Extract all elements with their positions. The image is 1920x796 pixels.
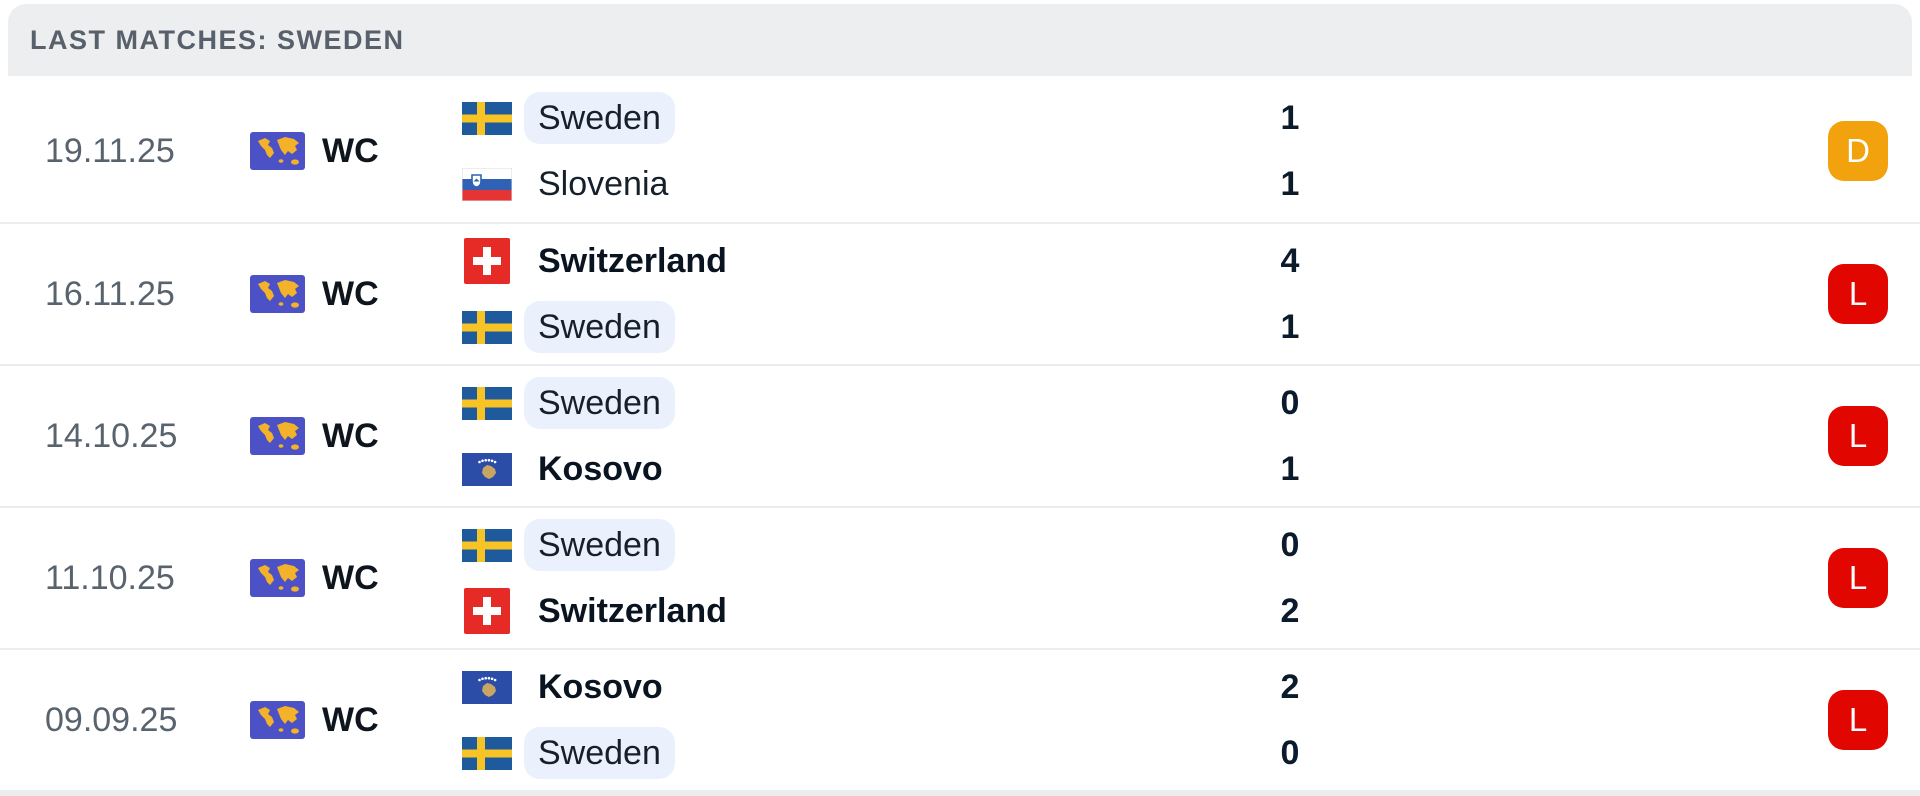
result-badge: L: [1828, 264, 1888, 324]
home-team-name: Sweden: [524, 377, 675, 429]
teams-and-scores: Switzerland 4 Sweden 1: [462, 224, 1828, 364]
competition-label: WC: [322, 558, 379, 597]
match-date: 14.10.25: [45, 416, 178, 455]
away-team-name: Kosovo: [538, 450, 663, 488]
match-row[interactable]: 14.10.25 WC Sweden 0 Kosovo 1 L: [0, 364, 1920, 506]
home-team: Sweden: [462, 377, 1262, 429]
away-team-name: Sweden: [524, 301, 675, 353]
sweden-flag-icon: [462, 386, 512, 420]
result-badge: L: [1828, 406, 1888, 466]
world-map-icon: [250, 559, 305, 597]
home-score: 2: [1280, 667, 1300, 706]
home-team: Sweden: [462, 92, 1262, 144]
competition-label: WC: [322, 700, 379, 739]
last-matches-card: LAST MATCHES: SWEDEN 19.11.25 WC Sweden …: [0, 4, 1920, 796]
match-row[interactable]: 16.11.25 WC Switzerland 4 Sweden 1 L: [0, 222, 1920, 364]
home-team: Kosovo: [462, 661, 1262, 713]
home-team: Sweden: [462, 519, 1262, 571]
away-team: Kosovo: [462, 443, 1262, 495]
home-team-name: Sweden: [524, 519, 675, 571]
away-team-name: Sweden: [524, 727, 675, 779]
result-badge: D: [1828, 121, 1888, 181]
sweden-flag-icon: [462, 528, 512, 562]
world-map-icon: [250, 132, 305, 170]
competition: WC: [250, 366, 462, 506]
away-team: Sweden: [462, 727, 1262, 779]
competition: WC: [250, 224, 462, 364]
home-score: 1: [1280, 98, 1300, 137]
away-team-name: Slovenia: [538, 165, 669, 203]
away-score: 1: [1280, 449, 1300, 488]
away-team: Switzerland: [462, 585, 1262, 637]
teams-and-scores: Sweden 0 Switzerland 2: [462, 508, 1828, 648]
slovenia-flag-icon: [462, 167, 512, 201]
competition-label: WC: [322, 274, 379, 313]
home-team-name: Sweden: [524, 92, 675, 144]
competition: WC: [250, 508, 462, 648]
match-date: 11.10.25: [45, 558, 175, 597]
home-score: 0: [1280, 383, 1300, 422]
match-date: 19.11.25: [45, 131, 175, 170]
home-team-name: Kosovo: [538, 668, 663, 706]
world-map-icon: [250, 417, 305, 455]
teams-and-scores: Sweden 1 Slovenia 1: [462, 80, 1828, 222]
match-row[interactable]: 19.11.25 WC Sweden 1 Slovenia 1 D: [0, 80, 1920, 222]
match-list: 19.11.25 WC Sweden 1 Slovenia 1 D: [0, 80, 1920, 790]
home-team-name: Switzerland: [538, 242, 727, 280]
competition: WC: [250, 650, 462, 790]
switzerland-flag-icon: [462, 588, 512, 634]
away-score: 0: [1280, 733, 1300, 772]
sweden-flag-icon: [462, 101, 512, 135]
home-score: 4: [1280, 241, 1300, 280]
teams-and-scores: Sweden 0 Kosovo 1: [462, 366, 1828, 506]
match-date: 09.09.25: [45, 700, 178, 739]
teams-and-scores: Kosovo 2 Sweden 0: [462, 650, 1828, 790]
competition-label: WC: [322, 416, 379, 455]
sweden-flag-icon: [462, 736, 512, 770]
kosovo-flag-icon: [462, 670, 512, 704]
away-score: 1: [1280, 164, 1300, 203]
kosovo-flag-icon: [462, 452, 512, 486]
match-row[interactable]: 09.09.25 WC Kosovo 2 Sweden 0 L: [0, 648, 1920, 790]
world-map-icon: [250, 275, 305, 313]
world-map-icon: [250, 701, 305, 739]
page-title: LAST MATCHES: SWEDEN: [30, 24, 405, 55]
section-divider: [0, 790, 1920, 796]
away-score: 2: [1280, 591, 1300, 630]
card-header: LAST MATCHES: SWEDEN: [8, 4, 1912, 76]
away-team: Sweden: [462, 301, 1262, 353]
competition: WC: [250, 80, 462, 222]
away-score: 1: [1280, 307, 1300, 346]
home-team: Switzerland: [462, 235, 1262, 287]
switzerland-flag-icon: [462, 238, 512, 284]
match-row[interactable]: 11.10.25 WC Sweden 0 Switzerland 2 L: [0, 506, 1920, 648]
match-date: 16.11.25: [45, 274, 175, 313]
away-team: Slovenia: [462, 158, 1262, 210]
away-team-name: Switzerland: [538, 592, 727, 630]
result-badge: L: [1828, 690, 1888, 750]
result-badge: L: [1828, 548, 1888, 608]
competition-label: WC: [322, 131, 379, 170]
home-score: 0: [1280, 525, 1300, 564]
sweden-flag-icon: [462, 310, 512, 344]
